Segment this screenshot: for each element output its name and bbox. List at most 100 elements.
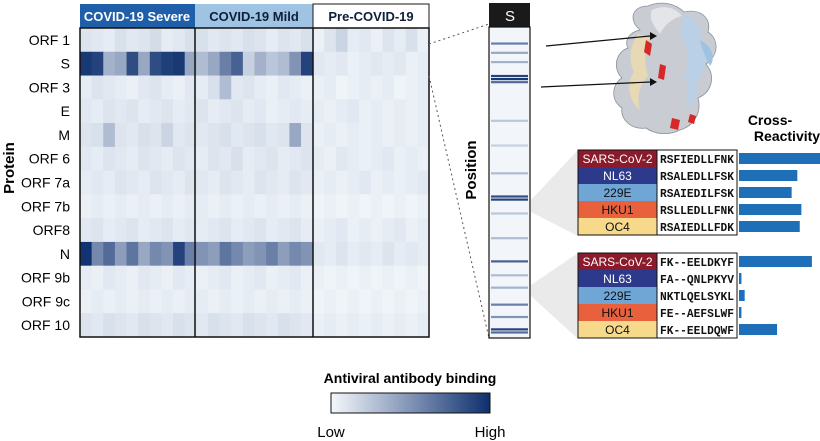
- heatmap-cell: [335, 146, 349, 172]
- heatmap-cell: [370, 170, 384, 195]
- heatmap-cell: [277, 99, 290, 124]
- heatmap-cell: [173, 75, 186, 100]
- epitope-site: [670, 118, 680, 130]
- heatmap-cell: [149, 289, 163, 314]
- protein-label: ORF8: [33, 222, 71, 238]
- heatmap-cell: [196, 51, 209, 77]
- heatmap-cell: [207, 218, 221, 243]
- virus-name-cell: [578, 287, 657, 304]
- heatmap-cell: [266, 170, 279, 195]
- heatmap-cell: [114, 241, 128, 267]
- heatmap-cell: [80, 265, 93, 291]
- heatmap-cell: [370, 289, 384, 314]
- heatmap-cell: [370, 51, 384, 77]
- heatmap-cell: [219, 75, 232, 100]
- sequence-cell: [657, 218, 737, 235]
- heatmap-cell: [370, 313, 384, 338]
- position-band: [491, 195, 528, 198]
- heatmap-cell: [394, 170, 407, 195]
- heatmap-cell: [335, 265, 349, 291]
- heatmap-cell: [207, 289, 221, 314]
- heatmap-cell: [266, 75, 279, 100]
- heatmap-cell: [184, 194, 197, 219]
- heatmap-cell: [149, 170, 163, 195]
- protein-label: ORF 7b: [21, 198, 70, 214]
- heatmap-cell: [347, 194, 360, 219]
- heatmap-cell: [138, 99, 151, 124]
- heatmap-cell: [335, 170, 349, 195]
- virus-name: HKU1: [601, 203, 633, 217]
- heatmap-cell: [149, 51, 163, 77]
- heatmap-cells: [80, 28, 430, 338]
- heatmap-cell: [173, 146, 186, 172]
- heatmap-cell: [126, 99, 139, 124]
- heatmap-cell: [219, 313, 232, 338]
- heatmap-cell: [196, 241, 209, 267]
- heatmap-cell: [394, 289, 407, 314]
- heatmap-cell: [301, 99, 314, 124]
- heatmap-cell: [266, 218, 279, 243]
- heatmap-cell: [219, 170, 232, 195]
- heatmap-cell: [324, 289, 337, 314]
- heatmap-cell: [312, 289, 325, 314]
- heatmap-cell: [242, 218, 256, 243]
- heatmap-cell: [382, 28, 395, 53]
- heatmap-cell: [359, 123, 372, 148]
- heatmap-cell: [242, 28, 256, 53]
- heatmap-cell: [173, 289, 186, 314]
- heatmap-cell: [312, 75, 325, 100]
- peptide-sequence: RSALEDLLFSK: [660, 170, 735, 184]
- heatmap-cell: [254, 289, 267, 314]
- heatmap-cell: [301, 123, 314, 148]
- heatmap-cell: [312, 123, 325, 148]
- peptide-sequence: FK--EELDKYF: [660, 256, 734, 270]
- heatmap-cell: [80, 146, 93, 172]
- heatmap-cell: [196, 99, 209, 124]
- heatmap-cell: [324, 51, 337, 77]
- heatmap-cell: [382, 289, 395, 314]
- heatmap-cell: [173, 241, 186, 267]
- group-header-severe: [80, 4, 195, 28]
- heatmap-cell: [242, 170, 256, 195]
- heatmap-cell: [324, 146, 337, 172]
- heatmap-cell: [335, 218, 349, 243]
- heatmap-cell: [289, 241, 302, 267]
- protein-label: M: [58, 127, 70, 143]
- heatmap-cell: [347, 123, 360, 148]
- heatmap-cell: [277, 51, 290, 77]
- heatmap-cell: [405, 218, 418, 243]
- heatmap-cell: [347, 146, 360, 172]
- virus-name-cell: [578, 270, 657, 287]
- heatmap-cell: [114, 194, 128, 219]
- heatmap-cell: [301, 75, 314, 100]
- heatmap-cell: [266, 28, 279, 53]
- heatmap-cell: [114, 170, 128, 195]
- heatmap-cell: [312, 265, 325, 291]
- heatmap-cell: [196, 194, 209, 219]
- heatmap-cell: [359, 218, 372, 243]
- heatmap-cell: [382, 313, 395, 338]
- heatmap-cell: [277, 218, 290, 243]
- heatmap-cell: [126, 313, 139, 338]
- heatmap-frame: [79, 27, 430, 338]
- heatmap-cell: [138, 51, 151, 77]
- heatmap-cell: [359, 99, 372, 124]
- heatmap-cell: [149, 265, 163, 291]
- heatmap-cell: [301, 170, 314, 195]
- heatmap-cell: [219, 265, 232, 291]
- heatmap-cell: [173, 99, 186, 124]
- heatmap-cell: [91, 218, 104, 243]
- heatmap-cell: [207, 265, 221, 291]
- heatmap-cell: [207, 99, 221, 124]
- heatmap-cell: [266, 99, 279, 124]
- heatmap-cell: [335, 51, 349, 77]
- protein-label: N: [60, 246, 70, 262]
- heatmap-cell: [80, 99, 93, 124]
- virus-name-cell: [578, 150, 657, 167]
- heatmap-cell: [301, 51, 314, 77]
- group-label-severe: COVID-19 Severe: [84, 9, 190, 24]
- protein-label: ORF 9b: [21, 270, 70, 286]
- heatmap-cell: [289, 218, 302, 243]
- heatmap-cell: [417, 313, 430, 338]
- cross-reactivity-bar: [739, 170, 798, 181]
